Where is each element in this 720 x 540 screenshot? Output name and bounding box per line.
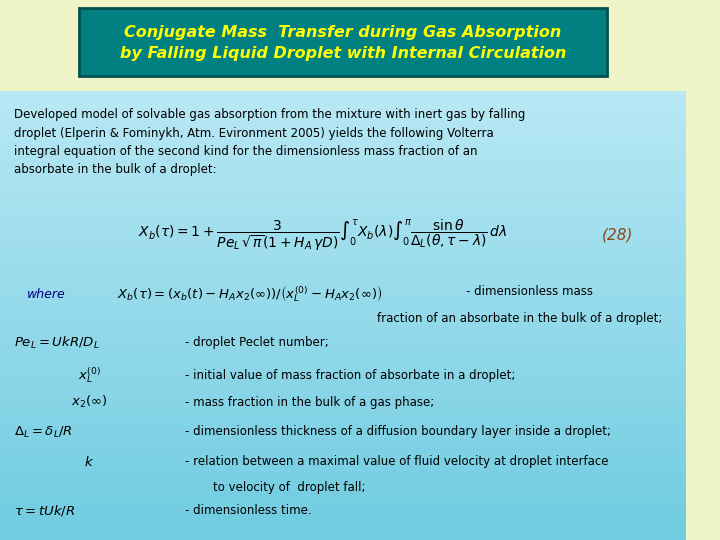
FancyBboxPatch shape: [79, 8, 607, 76]
Text: $X_b(\tau) = 1 + \dfrac{3}{Pe_L\,\sqrt{\pi}(1+H_A\,\gamma D)}\int_0^{\tau} X_b(\: $X_b(\tau) = 1 + \dfrac{3}{Pe_L\,\sqrt{\…: [138, 217, 507, 253]
Text: where: where: [27, 288, 66, 301]
Text: - mass fraction in the bulk of a gas phase;: - mass fraction in the bulk of a gas pha…: [185, 396, 434, 409]
Text: $X_b(\tau) = \left(x_b(t) - H_A x_2(\infty)\right)/\left(x_L^{(0)} - H_A x_2(\in: $X_b(\tau) = \left(x_b(t) - H_A x_2(\inf…: [117, 285, 382, 304]
Text: $x_L^{(0)}$: $x_L^{(0)}$: [78, 366, 101, 385]
Text: (28): (28): [601, 227, 633, 242]
Text: - droplet Peclet number;: - droplet Peclet number;: [185, 336, 329, 349]
Text: $\Delta_L = \delta_L / R$: $\Delta_L = \delta_L / R$: [14, 424, 73, 440]
Text: $k$: $k$: [84, 455, 94, 469]
Text: - relation between a maximal value of fluid velocity at droplet interface: - relation between a maximal value of fl…: [185, 455, 608, 468]
Text: Conjugate Mass  Transfer during Gas Absorption
by Falling Liquid Droplet with In: Conjugate Mass Transfer during Gas Absor…: [120, 25, 566, 61]
Text: $x_2(\infty)$: $x_2(\infty)$: [71, 394, 107, 410]
Text: - initial value of mass fraction of absorbate in a droplet;: - initial value of mass fraction of abso…: [185, 369, 516, 382]
Text: $Pe_L = UkR/D_L$: $Pe_L = UkR/D_L$: [14, 335, 99, 351]
Text: Developed model of solvable gas absorption from the mixture with inert gas by fa: Developed model of solvable gas absorpti…: [14, 108, 525, 177]
Text: - dimensionless time.: - dimensionless time.: [185, 504, 312, 517]
Text: $\tau = tUk/R$: $\tau = tUk/R$: [14, 503, 75, 518]
Text: - dimensionless mass: - dimensionless mass: [467, 285, 593, 298]
Text: fraction of an absorbate in the bulk of a droplet;: fraction of an absorbate in the bulk of …: [377, 312, 662, 325]
Text: to velocity of  droplet fall;: to velocity of droplet fall;: [212, 481, 365, 494]
Text: - dimensionless thickness of a diffusion boundary layer inside a droplet;: - dimensionless thickness of a diffusion…: [185, 426, 611, 438]
